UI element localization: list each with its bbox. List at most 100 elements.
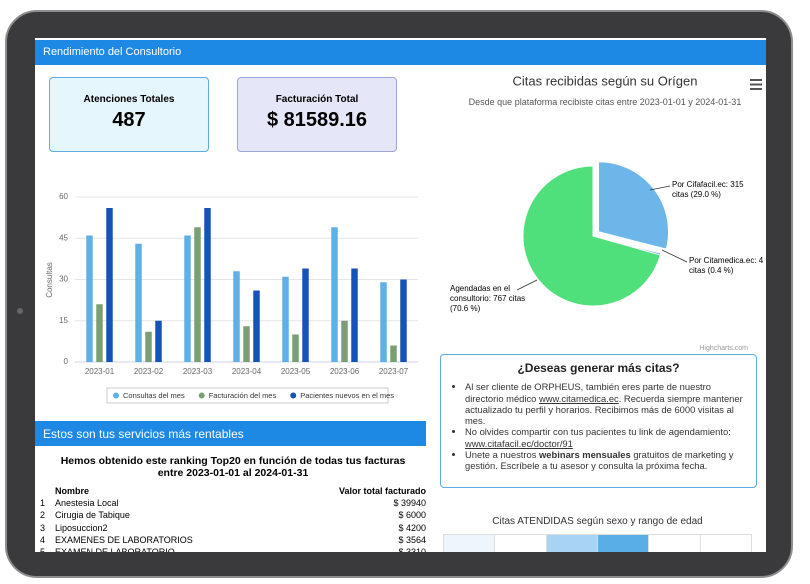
row-name: Liposuccion2 [55,522,108,533]
x-tick-label: 2023-06 [330,367,360,376]
promo-item: Unete a nuestros webinars mensuales grat… [465,449,746,472]
table-row: 3 Liposuccion2 $ 4200 [40,523,426,535]
row-name: EXAMEN DE LABORATORIO [55,547,398,552]
heat-cell [597,535,650,552]
heat-cell [700,535,751,552]
bar [233,271,240,362]
pie-data-label: Agendadas en el consultorio: 767 citas (… [450,284,526,313]
age-chart-row [443,534,752,552]
bar [184,235,191,362]
bar [155,320,162,362]
pie-data-label: Por Citamedica.ec: 4 citas (0.4 %) [689,256,764,275]
card: Facturación Total $ 81589.16 [237,77,397,152]
table-row: 4 EXAMENES DE LABORATORIOS $ 3564 [40,535,426,547]
label-connector [516,279,538,291]
row-rank: 1 [40,498,46,508]
row-name: Anestesia Local [55,498,119,508]
promo-text: www.citamedica.ec [539,392,619,404]
legend-marker [113,392,119,399]
menu-icon[interactable] [750,79,762,90]
section-bar: Estos son tus servicios más rentables [35,421,426,446]
row-value: $ 39940 [393,498,426,508]
card-label: Facturación Total [275,94,359,105]
credit: Highcharts.com [699,345,748,352]
heat-cell [546,535,598,552]
card: Atenciones Totales 487 [49,77,209,152]
column-header: Valor total facturado [338,486,426,496]
bar [292,334,299,362]
pie-subtitle: Desde que plataforma recibiste citas ent… [468,97,742,107]
legend-label: Consultas del mes [123,391,185,400]
table-row: 1 Anestesia Local $ 39940 [40,498,426,510]
heat-cell [495,535,547,552]
header-bar: Rendimiento del Consultorio [35,40,766,65]
pie-slice [522,165,661,307]
row-value: $ 4200 [398,522,426,533]
heat-cell [649,535,701,552]
row-value: $ 6000 [398,510,426,521]
bar [253,290,260,362]
promo-list: Al ser cliente de ORPHEUS, también eres … [451,381,746,471]
row-value: $ 3564 [398,534,426,545]
bar [380,282,387,362]
camera [17,308,23,314]
services-heading: Hemos obtenido este ranking Top20 en fun… [60,455,406,479]
promo-title: ¿Deseas generar más citas? [517,361,680,375]
promo-item: Al ser cliente de ORPHEUS, también eres … [465,381,746,426]
y-tick-label: 15 [59,316,68,325]
label-connector [649,185,671,191]
bar [400,279,407,362]
promo-text: No olvides compartir con tus pacientes t… [465,426,731,438]
bar [351,268,358,362]
bar [145,331,152,362]
promo-text: Unete a nuestros [465,449,540,461]
bar [204,208,211,362]
x-tick-label: 2023-03 [183,367,213,376]
promo-text: . Recuerda siempre mantener actualizado … [465,392,743,427]
x-tick-label: 2023-02 [134,367,164,376]
bar [135,243,142,362]
x-tick-label: 2023-05 [281,367,311,376]
row-name: Cirugia de Tabique [55,510,130,521]
row-rank: 3 [40,522,46,533]
card-value: $ 81589.16 [266,109,368,131]
card-label: Atenciones Totales [83,94,175,105]
promo-text: Al ser cliente de ORPHEUS, también eres … [465,381,711,404]
heat-cell [444,535,496,552]
bar [96,304,103,362]
row-rank: 2 [40,510,46,521]
table-row: 5EXAMEN DE LABORATORIO$ 3310 [40,547,426,552]
x-tick-label: 2023-04 [232,367,262,376]
column-header: Nombre [55,486,90,496]
table-row: 2 Cirugia de Tabique $ 6000 [40,510,426,522]
y-tick-label: 60 [59,192,68,201]
bar [282,276,289,362]
legend-label: Facturación del mes [209,391,277,400]
promo-text: gratuitos de marketing y gestión. Escríb… [465,449,734,472]
table-header: Nombre Valor total facturado [40,486,426,498]
section-title: Estos son tus servicios más rentables [43,427,244,441]
services-table: Nombre Valor total facturado 1 Anestesia Lo… [40,486,426,552]
row-value: $ 3310 [398,547,426,552]
legend-box [106,387,389,404]
x-tick-label: 2023-07 [379,367,409,376]
header-title: Rendimiento del Consultorio [43,46,182,58]
y-tick-label: 30 [59,275,68,284]
promo-text: webinars mensuales [539,449,631,461]
promo-item: No olvides compartir con tus pacientes t… [465,426,746,449]
pie-data-label: Por Cifafacil.ec: 315 citas (29.0 %) [672,180,744,199]
y-tick-label: 0 [64,357,69,366]
legend-marker [290,392,297,399]
pie-slice [598,161,669,250]
bar [302,268,309,362]
row-rank: 5 [40,547,55,552]
bar [106,208,113,362]
bar [194,227,201,362]
legend-label: Pacientes nuevos en el mes [300,391,394,400]
x-tick-label: 2023-01 [85,367,115,376]
legend-marker [198,392,205,399]
bar [243,326,250,362]
y-tick-label: 45 [59,233,68,242]
